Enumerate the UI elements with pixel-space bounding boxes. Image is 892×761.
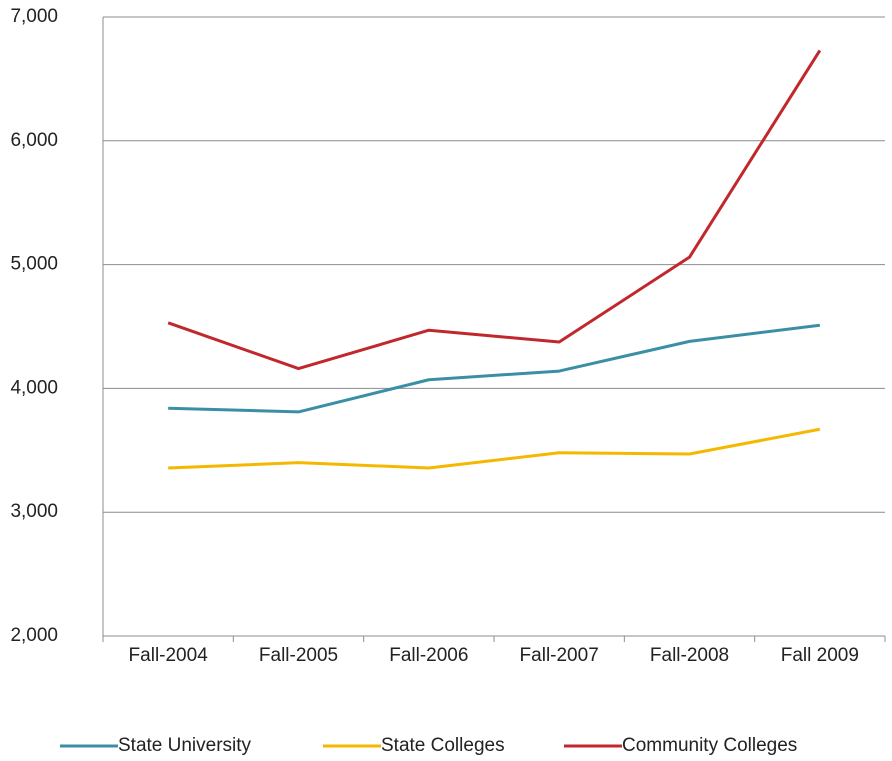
x-tick-label: Fall-2004 xyxy=(129,645,209,666)
legend-label: State University xyxy=(118,735,252,756)
series-line xyxy=(167,49,822,371)
y-tick-label: 7,000 xyxy=(10,6,58,27)
y-tick-label: 3,000 xyxy=(10,501,58,522)
x-tick-label: Fall-2006 xyxy=(389,645,468,666)
x-tick-label: Fall-2005 xyxy=(259,645,338,666)
y-tick-label: 6,000 xyxy=(10,130,58,151)
x-tick-label: Fall-2008 xyxy=(650,645,729,666)
legend-label: State Colleges xyxy=(381,735,505,756)
legend-label: Community Colleges xyxy=(622,735,797,756)
x-tick-label: Fall-2007 xyxy=(520,645,599,666)
y-tick-label: 4,000 xyxy=(10,377,58,398)
series-line xyxy=(168,427,821,470)
y-tick-label: 5,000 xyxy=(10,254,58,275)
series-line xyxy=(168,323,821,414)
x-tick-label: Fall 2009 xyxy=(781,645,859,666)
y-tick-label: 2,000 xyxy=(10,625,58,646)
